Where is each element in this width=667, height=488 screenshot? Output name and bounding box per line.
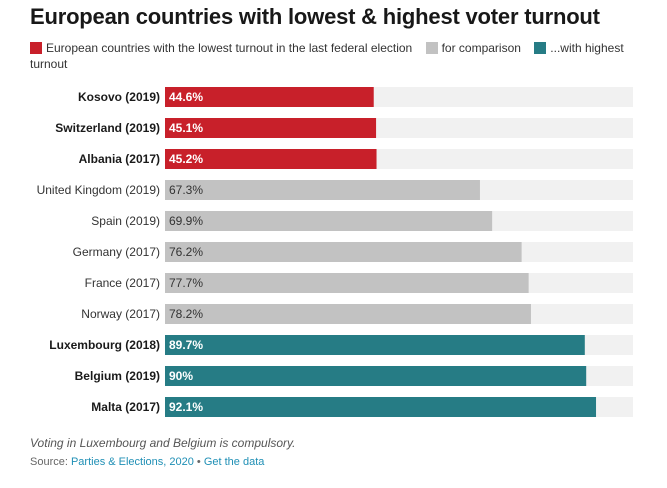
legend-swatch-comparison [425, 42, 438, 54]
value-label-malta-2017: 92.1% [169, 400, 203, 414]
category-label-switzerland-2019: Switzerland (2019) [55, 121, 160, 135]
bar-belgium-2019 [165, 366, 587, 386]
value-label-germany-2017: 76.2% [169, 245, 203, 259]
category-label-albania-2017: Albania (2017) [79, 152, 160, 166]
chart-note: Voting in Luxembourg and Belgium is comp… [30, 436, 296, 450]
value-label-switzerland-2019: 45.1% [169, 121, 203, 135]
value-label-albania-2017: 45.2% [169, 152, 203, 166]
category-label-united-kingdom-2019: United Kingdom (2019) [37, 183, 160, 197]
legend-item-highest: ...with highest turnout [30, 41, 624, 71]
bar-switzerland-2019 [165, 118, 377, 138]
legend-item-comparison: for comparison [425, 41, 525, 55]
source-link[interactable]: Parties & Elections, 2020 [70, 456, 194, 468]
category-label-kosovo-2019: Kosovo (2019) [78, 90, 160, 104]
bar-germany-2017 [165, 242, 522, 262]
bar-norway-2017 [165, 304, 531, 324]
legend-swatch-highest [534, 42, 547, 54]
value-label-united-kingdom-2019: 67.3% [169, 183, 203, 197]
value-label-kosovo-2019: 44.6% [169, 90, 203, 104]
category-label-norway-2017: Norway (2017) [81, 307, 160, 321]
bar-kosovo-2019 [165, 87, 374, 107]
legend-label-lowest: European countries with the lowest turno… [46, 41, 413, 55]
source-line: Source: Parties & Elections, 2020 • Get … [30, 456, 264, 468]
legend-label-highest: ...with highest turnout [30, 41, 624, 71]
legend-item-lowest: European countries with the lowest turno… [30, 41, 416, 55]
bar-luxembourg-2018 [165, 335, 585, 355]
bar-albania-2017 [165, 149, 377, 169]
bar-united-kingdom-2019 [165, 180, 480, 200]
value-label-belgium-2019: 90% [169, 369, 193, 383]
bar-malta-2017 [165, 397, 597, 417]
value-label-spain-2019: 69.9% [169, 214, 203, 228]
category-label-germany-2017: Germany (2017) [73, 245, 160, 259]
bar-france-2017 [165, 273, 529, 293]
legend: European countries with the lowest turno… [30, 40, 650, 72]
legend-label-comparison: for comparison [441, 41, 521, 55]
get-data-link[interactable]: Get the data [203, 456, 265, 468]
value-label-norway-2017: 78.2% [169, 307, 203, 321]
value-label-luxembourg-2018: 89.7% [169, 338, 203, 352]
category-label-france-2017: France (2017) [85, 276, 160, 290]
value-label-france-2017: 77.7% [169, 276, 203, 290]
chart-title: European countries with lowest & highest… [30, 4, 600, 29]
bar-chart: 44.6% Kosovo (2019) 45.1% Switzerland (2019… [37, 87, 633, 417]
legend-swatch-lowest [30, 42, 42, 54]
category-label-luxembourg-2018: Luxembourg (2018) [49, 338, 160, 352]
bar-spain-2019 [165, 211, 493, 231]
category-label-spain-2019: Spain (2019) [91, 214, 160, 228]
source-separator: • [193, 456, 204, 468]
category-label-malta-2017: Malta (2017) [91, 400, 160, 414]
source-prefix: Source: [30, 456, 71, 468]
category-label-belgium-2019: Belgium (2019) [75, 369, 160, 383]
